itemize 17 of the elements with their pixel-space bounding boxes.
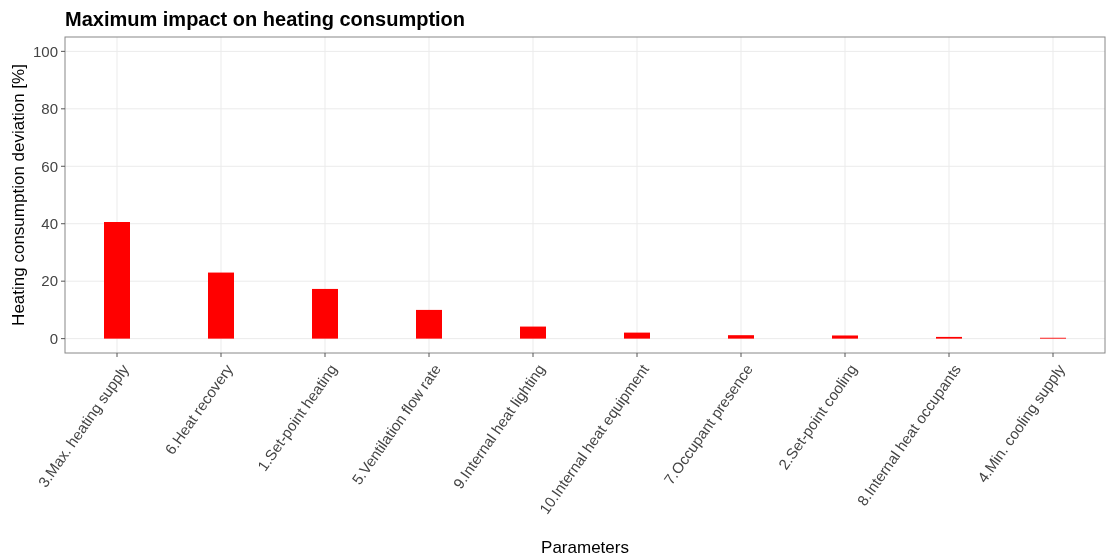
bar [416, 309, 442, 339]
y-axis-title: Heating consumption deviation [%] [9, 64, 28, 326]
y-tick-label: 80 [41, 100, 58, 118]
y-tick-label: 40 [41, 214, 58, 232]
bar [104, 222, 130, 339]
y-tick-label: 20 [41, 272, 58, 290]
y-tick-label: 100 [32, 42, 58, 60]
bar [728, 335, 754, 339]
bar [520, 326, 546, 339]
y-tick-label: 60 [41, 157, 58, 175]
bar [832, 335, 858, 339]
bar [624, 332, 650, 339]
chart-title: Maximum impact on heating consumption [65, 8, 466, 30]
bar [312, 288, 338, 339]
x-axis-title: Parameters [541, 538, 629, 557]
y-tick-label: 0 [49, 329, 58, 347]
bar [208, 272, 234, 339]
